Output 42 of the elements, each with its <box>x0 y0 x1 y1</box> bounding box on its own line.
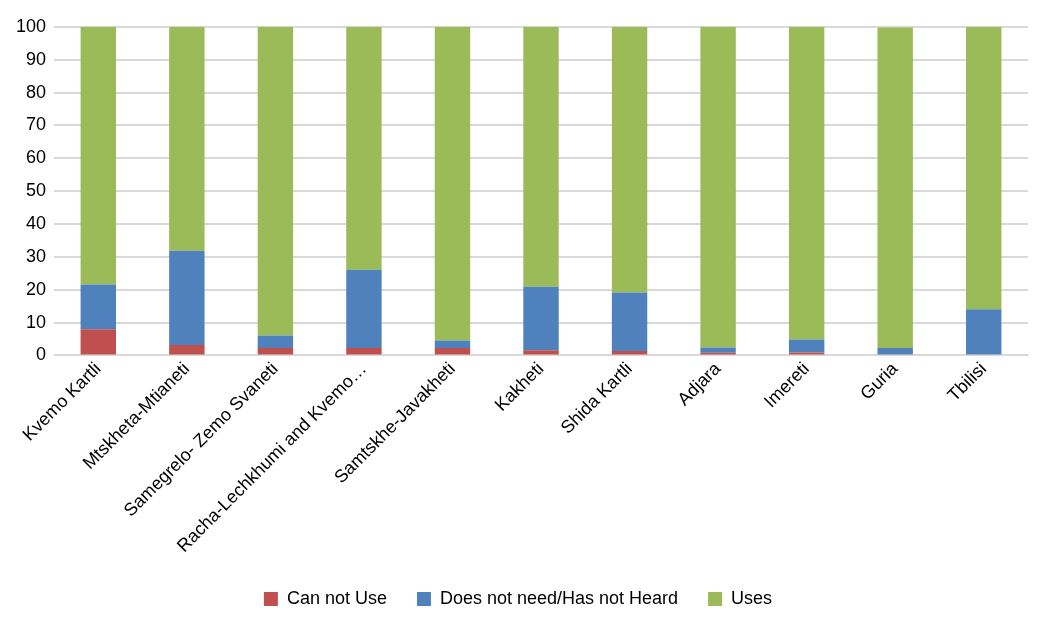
legend-label: Does not need/Has not Heard <box>439 587 679 608</box>
bar <box>169 344 205 355</box>
bar <box>877 27 913 348</box>
y-tick-label: 30 <box>26 245 47 266</box>
bar <box>523 286 559 351</box>
bar <box>257 26 294 336</box>
bar <box>434 347 471 355</box>
bar <box>80 329 117 355</box>
bar <box>169 26 205 251</box>
y-tick-label: 60 <box>26 147 47 168</box>
bar <box>346 26 382 270</box>
bar <box>700 26 736 348</box>
bar <box>346 347 382 355</box>
legend-label: Can not Use <box>286 587 387 608</box>
bar <box>434 340 471 348</box>
bar <box>611 292 648 351</box>
y-tick-label: 20 <box>26 278 47 299</box>
y-tick-label: 50 <box>26 180 47 201</box>
bar <box>434 26 471 341</box>
bar <box>700 347 736 353</box>
bar <box>877 347 913 355</box>
bar <box>523 26 559 287</box>
legend-label: Uses <box>731 587 773 608</box>
bar <box>80 284 117 330</box>
bar <box>169 250 205 345</box>
bar <box>257 335 294 348</box>
bar <box>788 26 825 340</box>
y-tick-label: 100 <box>15 15 47 36</box>
y-tick-label: 80 <box>26 81 47 102</box>
y-tick-label: 10 <box>26 311 47 332</box>
bar <box>257 347 294 355</box>
y-tick-label: 0 <box>36 344 47 365</box>
bar <box>788 339 825 353</box>
bar <box>611 26 648 293</box>
bar <box>966 26 1002 310</box>
y-tick-label: 90 <box>26 48 47 69</box>
y-tick-label: 40 <box>26 212 47 233</box>
bar <box>523 350 559 355</box>
y-tick-label: 70 <box>26 114 47 135</box>
bar <box>966 309 1002 355</box>
bar <box>80 26 117 285</box>
bar <box>346 269 382 348</box>
